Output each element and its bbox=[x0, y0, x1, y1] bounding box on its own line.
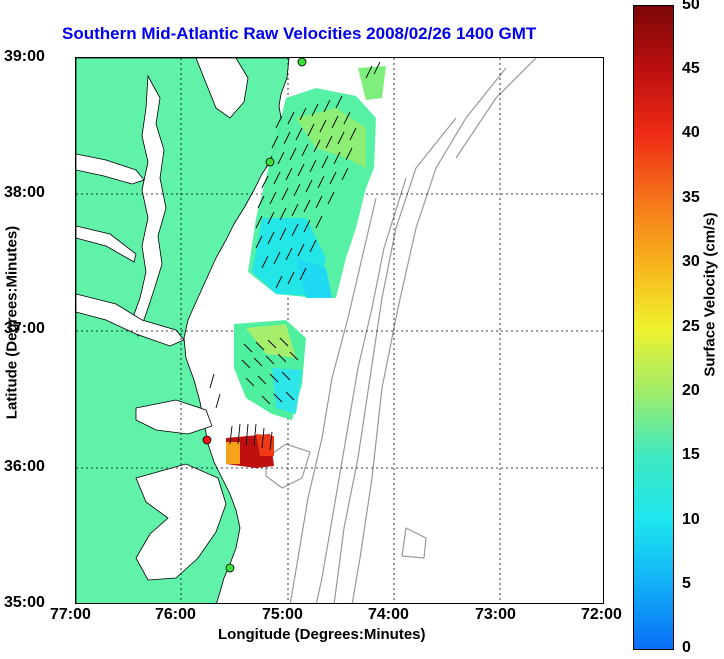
y-tick-label: 38:00 bbox=[4, 184, 45, 201]
colorbar-tick-label: 10 bbox=[682, 511, 700, 528]
velocity-field-south bbox=[226, 434, 274, 468]
colorbar-tick-label: 25 bbox=[682, 318, 700, 335]
station-marker-green[interactable] bbox=[297, 58, 307, 67]
colorbar-tick-label: 45 bbox=[682, 60, 700, 77]
colorbar-tick-label: 20 bbox=[682, 382, 700, 399]
colorbar-tick-label: 40 bbox=[682, 124, 700, 141]
x-tick-label: 73:00 bbox=[475, 606, 516, 623]
colorbar-tick-label: 30 bbox=[682, 253, 700, 270]
colorbar-tick-label: 0 bbox=[682, 639, 691, 656]
colorbar-tick-label: 35 bbox=[682, 189, 700, 206]
velocity-vectors bbox=[209, 61, 381, 451]
map-plot-area[interactable] bbox=[75, 57, 604, 604]
rappahannock-river bbox=[76, 225, 137, 263]
radar-stations bbox=[202, 58, 307, 573]
x-tick-label: 74:00 bbox=[368, 606, 409, 623]
station-marker-green[interactable] bbox=[265, 157, 275, 167]
map-title: Southern Mid-Atlantic Raw Velocities 200… bbox=[62, 24, 537, 43]
albemarle-sound bbox=[135, 399, 213, 435]
y-axis-title: Latitude (Degrees:Minutes) bbox=[3, 225, 21, 420]
velocity-field-north bbox=[248, 66, 386, 298]
x-tick-label: 72:00 bbox=[581, 606, 622, 623]
colorbar-title: Surface Velocity (cm/s) bbox=[701, 212, 719, 377]
y-tick-label: 35:00 bbox=[4, 594, 45, 611]
velocity-colorbar bbox=[633, 5, 674, 650]
potomac-river bbox=[76, 153, 145, 185]
y-tick-label: 37:00 bbox=[4, 320, 45, 337]
bathymetry-contours bbox=[265, 58, 537, 603]
x-tick-label: 76:00 bbox=[155, 606, 196, 623]
delaware-bay bbox=[195, 58, 249, 119]
station-marker-red[interactable] bbox=[202, 435, 212, 445]
colorbar-tick-label: 5 bbox=[682, 575, 691, 592]
map-canvas bbox=[76, 58, 603, 603]
colorbar-tick-label: 50 bbox=[682, 0, 700, 13]
x-tick-label: 77:00 bbox=[50, 606, 91, 623]
y-tick-label: 39:00 bbox=[4, 48, 45, 65]
chesapeake-bay bbox=[131, 74, 167, 338]
velocity-field-middle bbox=[234, 320, 306, 420]
y-tick-label: 36:00 bbox=[4, 458, 45, 475]
york-james-rivers bbox=[76, 293, 185, 347]
pamlico-sound bbox=[135, 463, 227, 581]
x-tick-label: 75:00 bbox=[262, 606, 303, 623]
colorbar-tick-label: 15 bbox=[682, 446, 700, 463]
x-axis-title: Longitude (Degrees:Minutes) bbox=[218, 626, 426, 643]
station-marker-green[interactable] bbox=[225, 563, 235, 573]
